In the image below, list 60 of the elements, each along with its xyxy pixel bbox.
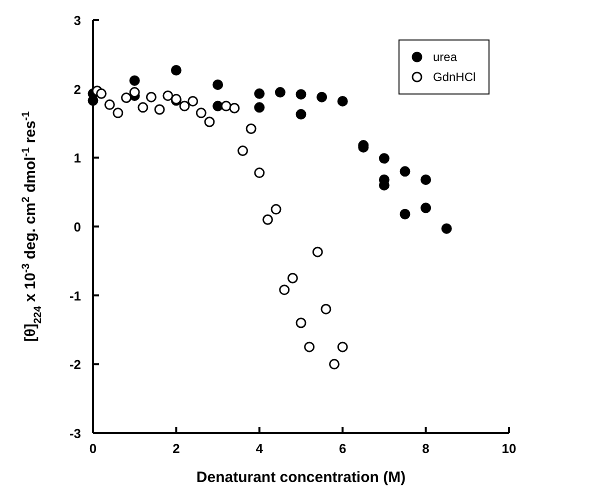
point — [420, 202, 432, 214]
y-tick-label: 0 — [74, 220, 81, 234]
legend-label: urea — [433, 50, 458, 64]
x-tick-label: 6 — [338, 441, 346, 456]
point — [320, 304, 332, 314]
point — [188, 96, 198, 106]
point — [238, 146, 248, 156]
point — [170, 65, 182, 76]
point — [229, 102, 240, 114]
x-axis-title: Denaturant concentration (M) — [196, 469, 406, 486]
point — [337, 342, 348, 352]
x-tick-label: 0 — [89, 441, 97, 456]
x-tick-label: 4 — [256, 441, 264, 456]
point — [296, 89, 306, 100]
x-tick-label: 8 — [422, 441, 430, 456]
point — [287, 272, 298, 284]
point — [220, 100, 232, 112]
point — [441, 223, 452, 234]
point — [104, 99, 115, 110]
point — [296, 318, 306, 328]
legend-label: GdnHCl — [433, 70, 476, 84]
point — [212, 79, 224, 90]
y-tick-label: -1 — [69, 288, 81, 304]
point — [254, 88, 265, 99]
point — [378, 153, 390, 164]
point — [129, 75, 140, 86]
x-tick-label: 10 — [502, 441, 516, 456]
point — [304, 342, 315, 352]
point — [329, 358, 340, 370]
x-tick-label: 2 — [172, 441, 180, 456]
point — [254, 168, 265, 178]
point — [262, 214, 273, 225]
point — [400, 166, 410, 177]
y-tick-label: 3 — [74, 13, 81, 28]
y-tick-label: -3 — [69, 426, 81, 441]
point — [279, 284, 290, 296]
point — [121, 92, 132, 104]
point — [316, 92, 328, 102]
point — [400, 208, 410, 220]
point — [274, 87, 286, 98]
y-tick-label: 1 — [74, 150, 81, 166]
point — [138, 102, 148, 113]
point — [96, 88, 107, 99]
point — [204, 116, 215, 128]
y-tick-label: 2 — [74, 82, 81, 97]
point — [270, 204, 282, 215]
point — [254, 102, 265, 113]
point — [420, 174, 432, 185]
y-tick-label: -2 — [69, 357, 81, 372]
point — [112, 108, 124, 118]
point — [179, 100, 190, 112]
point — [337, 96, 348, 106]
point — [196, 108, 206, 118]
point — [212, 100, 224, 112]
point — [246, 124, 256, 134]
point — [296, 109, 306, 120]
point — [162, 90, 174, 101]
point — [312, 246, 323, 258]
point — [154, 104, 165, 115]
point — [146, 92, 156, 102]
